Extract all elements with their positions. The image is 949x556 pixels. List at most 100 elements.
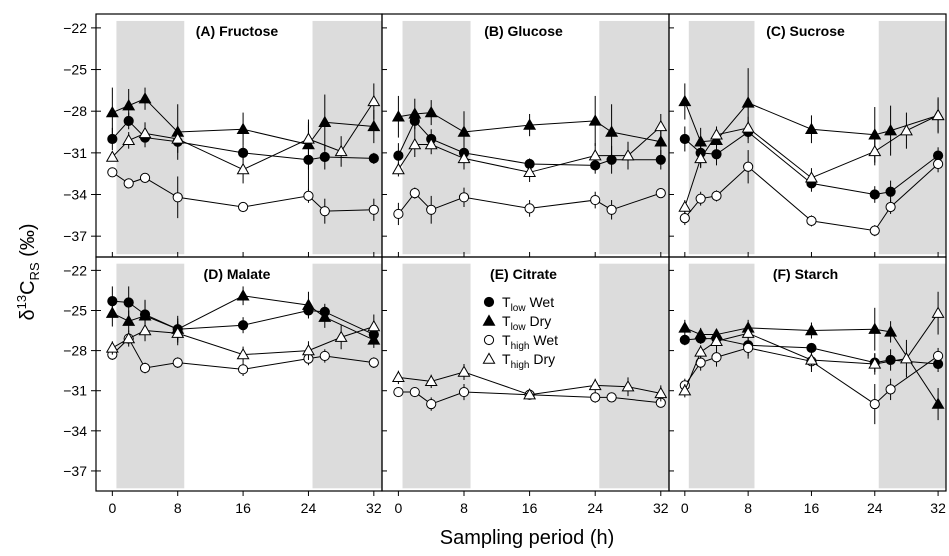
data-point xyxy=(588,149,602,161)
x-tick-label: 0 xyxy=(108,500,116,516)
data-point xyxy=(654,386,668,399)
y-tick-label: −31 xyxy=(63,383,87,399)
data-point xyxy=(621,380,635,392)
legend-marker-filled-circle xyxy=(483,296,495,308)
data-point xyxy=(606,392,617,403)
data-point xyxy=(408,107,422,119)
data-point xyxy=(678,200,692,212)
legend-label-base: T xyxy=(502,313,511,329)
panel-title: (F) Starch xyxy=(773,266,838,282)
data-point xyxy=(303,190,314,202)
data-point xyxy=(122,314,136,326)
shaded-period-2 xyxy=(599,263,669,489)
legend-label-base: T xyxy=(502,351,511,367)
data-point xyxy=(319,151,330,163)
y-axis-label-subscript: RS xyxy=(27,262,42,280)
series-open-circle xyxy=(107,167,379,224)
data-point xyxy=(319,206,330,217)
data-point xyxy=(606,204,617,215)
data-point xyxy=(710,128,723,140)
data-point xyxy=(391,370,405,383)
data-point xyxy=(695,193,706,204)
data-point xyxy=(424,374,438,387)
data-point xyxy=(931,397,945,409)
legend-label-base: T xyxy=(502,332,511,348)
legend-label-subscript: high xyxy=(511,360,530,371)
series-open-circle xyxy=(679,150,944,237)
y-axis-label-prefix: δ xyxy=(17,309,39,320)
shaded-period-2 xyxy=(599,20,669,255)
data-point xyxy=(105,105,119,118)
data-point xyxy=(393,208,404,220)
panel-title: (E) Citrate xyxy=(490,266,557,282)
data-point xyxy=(319,350,330,362)
panel-title: (C) Sucrose xyxy=(766,23,845,39)
data-point xyxy=(409,386,420,398)
data-point xyxy=(367,119,381,132)
data-point xyxy=(171,132,185,144)
data-point xyxy=(588,114,602,126)
data-point xyxy=(694,327,708,340)
data-point xyxy=(679,213,690,224)
data-point xyxy=(368,153,379,164)
data-point xyxy=(408,137,422,150)
data-point xyxy=(741,326,755,338)
x-tick-label: 0 xyxy=(681,500,689,516)
series-open-triangle xyxy=(678,291,945,398)
legend-label: Tlow Wet xyxy=(502,294,554,314)
x-tick-label: 24 xyxy=(301,500,317,516)
data-point xyxy=(885,384,896,395)
data-point xyxy=(590,392,601,403)
series-open-triangle xyxy=(678,98,945,214)
y-tick-label: −34 xyxy=(63,423,87,439)
data-point xyxy=(122,133,136,146)
data-point xyxy=(368,204,379,215)
data-point xyxy=(605,125,619,137)
data-point xyxy=(236,348,250,360)
legend-label-subscript: high xyxy=(511,341,530,352)
data-point xyxy=(105,341,119,353)
data-point xyxy=(655,188,666,199)
data-point xyxy=(123,297,134,308)
data-point xyxy=(122,331,136,344)
y-axis-label-suffix: (‰) xyxy=(17,223,39,262)
data-point xyxy=(523,388,537,400)
data-point xyxy=(172,192,183,203)
panel-title: (D) Malate xyxy=(204,266,271,282)
data-point xyxy=(743,161,754,172)
data-point xyxy=(426,398,437,410)
shaded-period-1 xyxy=(688,263,755,489)
data-point xyxy=(711,352,722,363)
y-tick-label: −31 xyxy=(63,145,87,161)
data-point xyxy=(367,319,381,332)
data-point xyxy=(367,94,381,107)
panel-4: −22 −25 −28 −31 −34 −37 0 8 16 24 32 (D) Malate xyxy=(63,256,383,516)
x-tick-label: 16 xyxy=(235,500,251,516)
data-point xyxy=(171,326,185,338)
data-point xyxy=(804,171,818,183)
data-point xyxy=(932,350,944,362)
data-point xyxy=(318,310,332,322)
data-point xyxy=(236,122,250,134)
data-point xyxy=(932,158,944,170)
data-point xyxy=(122,99,136,111)
data-point xyxy=(457,365,471,377)
data-point xyxy=(393,386,404,398)
data-point xyxy=(237,320,249,331)
series-filled-circle xyxy=(679,120,944,203)
data-point xyxy=(885,354,896,366)
data-point xyxy=(654,119,668,132)
panel-5: 0 8 16 24 32 (E) Citrate xyxy=(381,256,670,516)
y-tick-label: −37 xyxy=(63,463,87,479)
data-point xyxy=(105,306,119,318)
data-point xyxy=(694,135,708,147)
data-point xyxy=(524,203,535,214)
data-point xyxy=(678,321,692,333)
data-point xyxy=(869,189,880,200)
legend-label-rest: Wet xyxy=(526,294,555,310)
legend-label: Thigh Wet xyxy=(502,332,558,352)
data-point xyxy=(804,353,818,365)
y-axis-label-main: C xyxy=(17,280,39,294)
